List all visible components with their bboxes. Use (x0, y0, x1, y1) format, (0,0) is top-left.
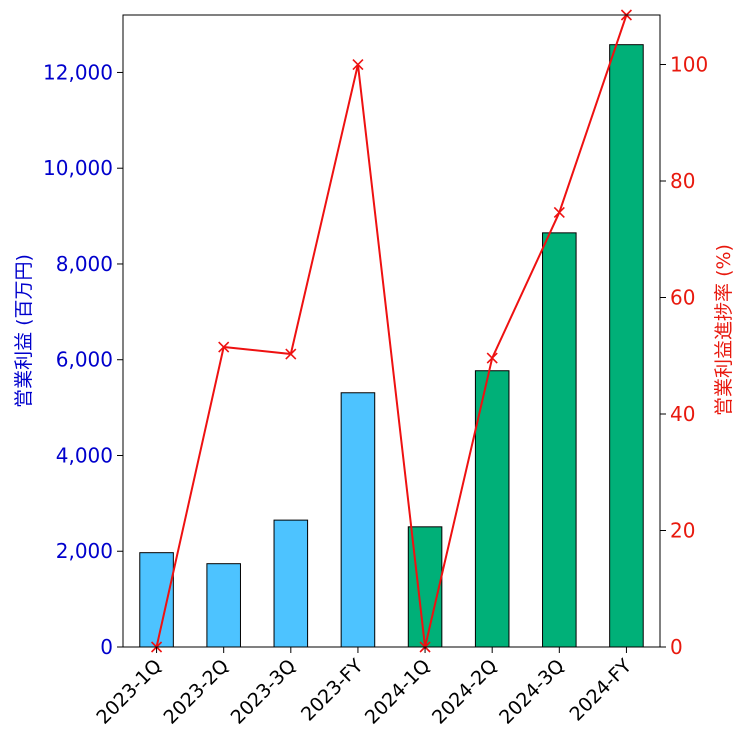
right-tick-label: 40 (670, 402, 695, 426)
left-tick-label: 12,000 (43, 60, 113, 84)
line-point-2023-3Q (285, 348, 297, 360)
right-tick-label: 80 (670, 169, 695, 193)
bar-2023-FY (340, 392, 376, 648)
x-tick-label: 2024-FY (565, 655, 636, 726)
left-tick-label: 6,000 (56, 348, 113, 372)
right-tick-label: 20 (670, 519, 695, 543)
line-point-2023-2Q (218, 341, 230, 353)
x-tick-label: 2024-3Q (495, 655, 569, 729)
x-tick-label: 2024-1Q (361, 655, 435, 729)
line-point-2023-FY (352, 58, 364, 71)
right-tick-label: 0 (670, 635, 683, 659)
x-tick-label: 2023-1Q (92, 655, 166, 729)
x-tick-label: 2023-FY (297, 655, 368, 726)
right-tick-label: 60 (670, 286, 695, 310)
x-tick-label: 2023-3Q (227, 655, 301, 729)
left-tick-label: 4,000 (56, 443, 113, 467)
left-tick-label: 0 (100, 635, 113, 659)
line-point-2024-3Q (553, 206, 565, 219)
x-tick-label: 2023-2Q (159, 655, 233, 729)
bar-2024-FY (609, 44, 644, 648)
bar-2023-1Q (139, 552, 174, 648)
left-tick-label: 8,000 (56, 252, 113, 276)
bar-2023-3Q (273, 519, 309, 648)
bar-2023-2Q (206, 563, 241, 648)
plot-frame (122, 14, 661, 648)
left-tick-label: 2,000 (56, 539, 113, 563)
left-y-axis: 0 2,000 4,000 6,000 8,000 10,000 12,000 (43, 60, 123, 659)
line-point-2024-2Q (486, 352, 498, 364)
left-tick-label: 10,000 (43, 156, 113, 180)
progress-line (155, 14, 628, 648)
right-y-axis-label: 営業利益進捗率 (%) (713, 244, 735, 416)
bar-2024-3Q (542, 232, 577, 648)
x-axis: 2023-1Q2023-2Q2023-3Q2023-FY2024-1Q2024-… (92, 647, 636, 729)
right-tick-label: 100 (670, 53, 708, 77)
x-tick-label: 2024-2Q (428, 655, 502, 729)
left-y-axis-label: 営業利益 (百万円) (13, 254, 35, 408)
bar-series (139, 44, 644, 648)
bar-2024-2Q (474, 370, 510, 648)
right-y-axis: 0 20 40 60 80 100 (660, 53, 708, 659)
